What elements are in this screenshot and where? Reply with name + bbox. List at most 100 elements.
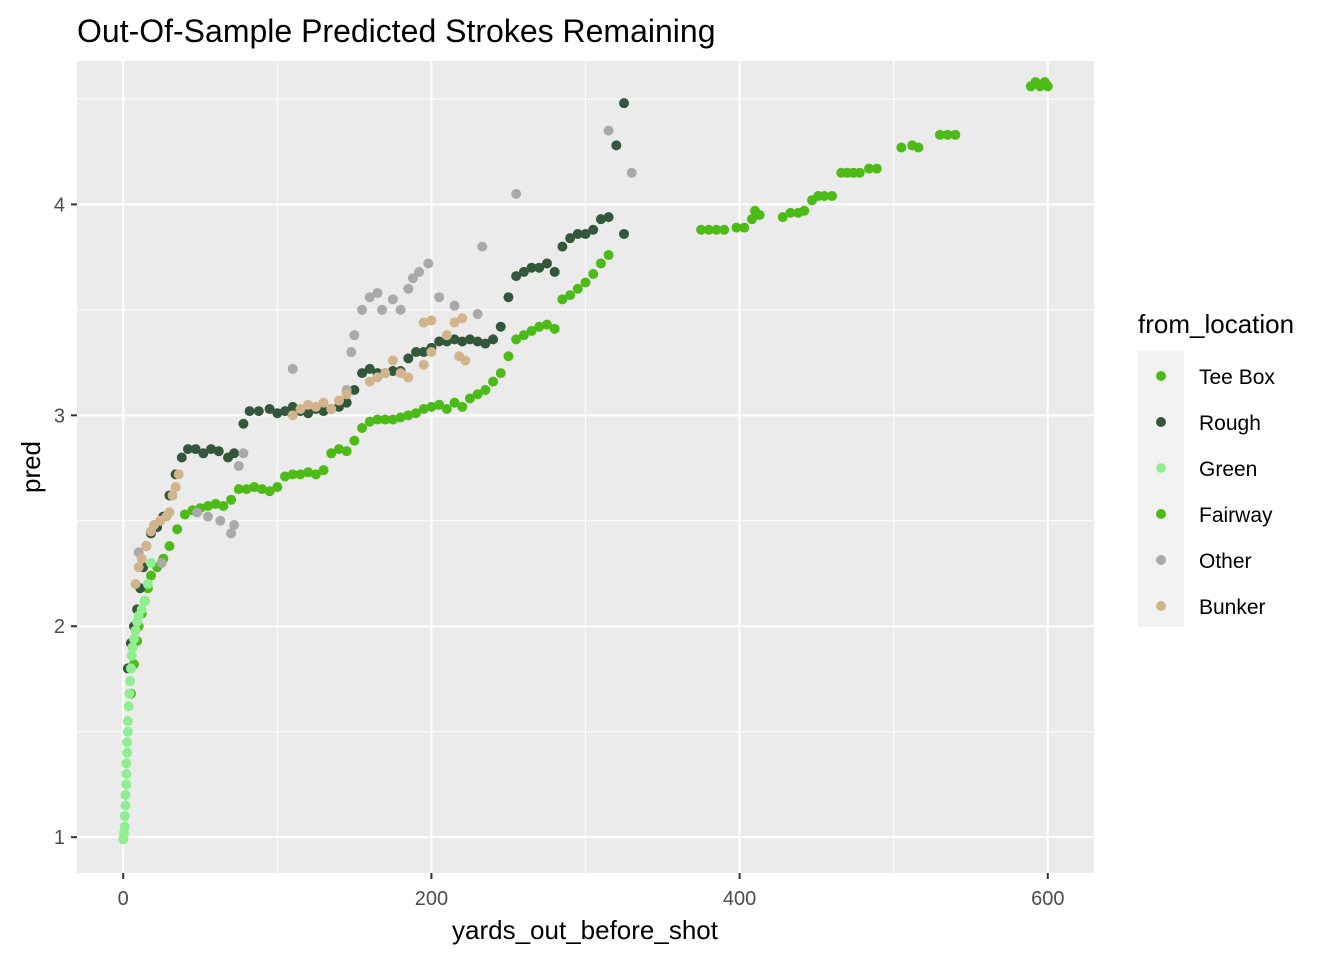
data-point: [854, 167, 865, 178]
data-point: [711, 224, 722, 235]
data-point: [202, 511, 213, 522]
data-point: [226, 528, 237, 539]
data-point: [426, 315, 437, 326]
legend-title: from_location: [1138, 309, 1294, 339]
data-point: [182, 444, 193, 455]
data-point: [387, 294, 398, 305]
data-point: [122, 726, 133, 737]
data-point: [226, 494, 237, 505]
data-point: [785, 207, 796, 218]
data-point: [349, 435, 360, 446]
data-point: [541, 258, 552, 269]
data-point: [423, 258, 434, 269]
series-fairway: [125, 250, 614, 699]
data-point: [372, 372, 383, 383]
legend-label: Green: [1199, 458, 1257, 481]
legend-key: [1156, 601, 1166, 611]
data-point: [357, 368, 368, 379]
data-point: [565, 290, 576, 301]
data-point: [472, 309, 483, 320]
data-point: [572, 283, 583, 294]
data-point: [295, 404, 306, 414]
data-point: [318, 465, 329, 476]
data-point: [464, 393, 475, 404]
data-point: [611, 140, 622, 151]
data-point: [896, 142, 907, 153]
data-point: [799, 205, 810, 216]
data-point: [518, 330, 529, 341]
data-point: [580, 277, 591, 288]
data-point: [380, 414, 391, 425]
data-point: [534, 321, 545, 332]
data-point: [511, 334, 522, 345]
data-point: [777, 212, 788, 223]
data-points: [118, 77, 1053, 845]
data-point: [864, 163, 875, 174]
data-point: [333, 395, 344, 406]
data-point: [457, 401, 468, 412]
data-point: [172, 524, 183, 535]
data-point: [746, 214, 757, 225]
data-point: [121, 758, 132, 769]
data-point: [518, 266, 529, 277]
data-point: [156, 557, 167, 568]
legend-label: Rough: [1199, 412, 1261, 435]
data-point: [264, 404, 275, 414]
data-point: [380, 368, 391, 379]
data-point: [411, 408, 421, 419]
data-point: [256, 484, 267, 495]
data-point: [238, 418, 249, 429]
data-point: [387, 414, 398, 425]
series-green: [118, 557, 156, 845]
data-point: [441, 404, 452, 414]
data-point: [125, 676, 136, 687]
legend-key: [1156, 417, 1166, 427]
data-point: [414, 266, 425, 277]
data-point: [565, 233, 576, 244]
data-point: [495, 321, 506, 332]
data-point: [198, 448, 209, 459]
data-point: [120, 800, 131, 811]
data-point: [190, 444, 201, 455]
legend-key-background: [1138, 351, 1184, 627]
data-point: [120, 789, 131, 800]
major-gridlines: [77, 61, 1094, 873]
data-point: [403, 283, 414, 294]
data-point: [173, 469, 184, 480]
data-point: [229, 448, 240, 459]
x-axis-title: yards_out_before_shot: [452, 915, 719, 945]
data-point: [871, 163, 882, 174]
data-point: [1042, 81, 1053, 92]
y-axis-title: pred: [16, 441, 46, 493]
data-point: [264, 486, 275, 497]
data-point: [588, 269, 599, 280]
data-point: [377, 304, 388, 315]
data-point: [480, 338, 491, 349]
data-point: [557, 294, 568, 305]
data-point: [287, 401, 298, 412]
data-point: [253, 406, 264, 417]
data-point: [233, 484, 244, 495]
data-point: [411, 347, 421, 358]
data-point: [136, 553, 147, 564]
x-axis-ticks: 0 200 400 600: [118, 873, 1064, 910]
data-point: [434, 399, 445, 410]
data-point: [233, 460, 244, 471]
data-point: [488, 376, 499, 387]
data-point: [238, 448, 249, 459]
data-point: [318, 406, 329, 417]
data-point: [449, 334, 460, 345]
data-point: [588, 224, 599, 235]
data-point: [407, 273, 418, 284]
data-point: [395, 368, 406, 379]
data-point: [122, 747, 133, 758]
data-point: [387, 366, 398, 377]
data-point: [244, 406, 255, 417]
data-point: [526, 325, 537, 336]
data-point: [357, 304, 368, 315]
data-point: [395, 304, 406, 315]
data-point: [287, 363, 298, 374]
data-point: [179, 509, 190, 520]
data-point: [942, 129, 953, 140]
data-point: [176, 452, 187, 463]
